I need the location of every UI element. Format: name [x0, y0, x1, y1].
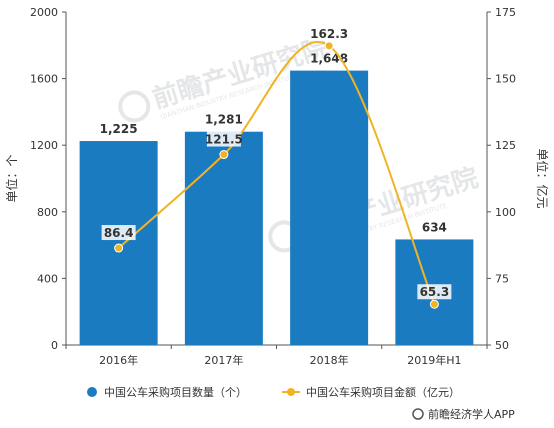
line-data-label: 121.5	[205, 133, 243, 147]
x-tick-label: 2018年	[310, 353, 349, 367]
x-tick-label: 2019年H1	[407, 353, 461, 367]
legend-bar-label: 中国公车采购项目数量（个）	[104, 385, 247, 399]
bar-data-label: 1,281	[205, 113, 243, 127]
line-data-label: 86.4	[104, 226, 134, 240]
line-data-label-bg	[312, 25, 347, 41]
left-axis-title: 单位：个	[4, 154, 19, 202]
left-tick-label: 1200	[30, 139, 58, 152]
source-logo-icon	[412, 408, 424, 420]
legend-bar-swatch	[87, 387, 97, 397]
watermark-emblem	[118, 90, 151, 123]
bar	[290, 70, 369, 345]
line-data-label: 162.3	[310, 27, 348, 41]
line-point	[324, 41, 334, 51]
left-tick-label: 800	[37, 206, 58, 219]
left-tick-label: 1600	[30, 73, 58, 86]
legend-line-label: 中国公车采购项目金额（亿元）	[306, 385, 460, 399]
right-tick-label: 50	[495, 339, 509, 352]
legend-line-marker	[287, 388, 295, 396]
bar-data-label: 634	[422, 220, 447, 234]
x-tick-label: 2016年	[99, 353, 138, 367]
bar-data-label: 1,648	[310, 52, 348, 66]
source-text: 前瞻经济学人APP	[428, 407, 515, 421]
line-data-label-bg	[206, 131, 241, 147]
line-series-path	[117, 41, 436, 305]
left-tick-label: 0	[51, 339, 58, 352]
right-tick-label: 125	[495, 139, 516, 152]
source-credit: 前瞻经济学人APP	[412, 407, 515, 421]
right-tick-label: 75	[495, 272, 509, 285]
line-data-label-bg	[417, 284, 452, 300]
right-axis-title: 单位：亿元	[535, 148, 550, 208]
right-tick-label: 150	[495, 73, 516, 86]
left-tick-label: 2000	[30, 6, 58, 19]
line-point	[429, 299, 439, 309]
bar-data-label: 1,225	[100, 122, 138, 136]
right-tick-label: 175	[495, 6, 516, 19]
left-tick-label: 400	[37, 272, 58, 285]
line-point	[219, 150, 229, 160]
line-data-label: 65.3	[420, 285, 450, 299]
line-data-label-bg	[101, 225, 136, 241]
right-tick-label: 100	[495, 206, 516, 219]
bar	[184, 131, 263, 345]
bar	[79, 141, 158, 345]
line-point	[114, 243, 124, 253]
x-tick-label: 2017年	[204, 353, 243, 367]
